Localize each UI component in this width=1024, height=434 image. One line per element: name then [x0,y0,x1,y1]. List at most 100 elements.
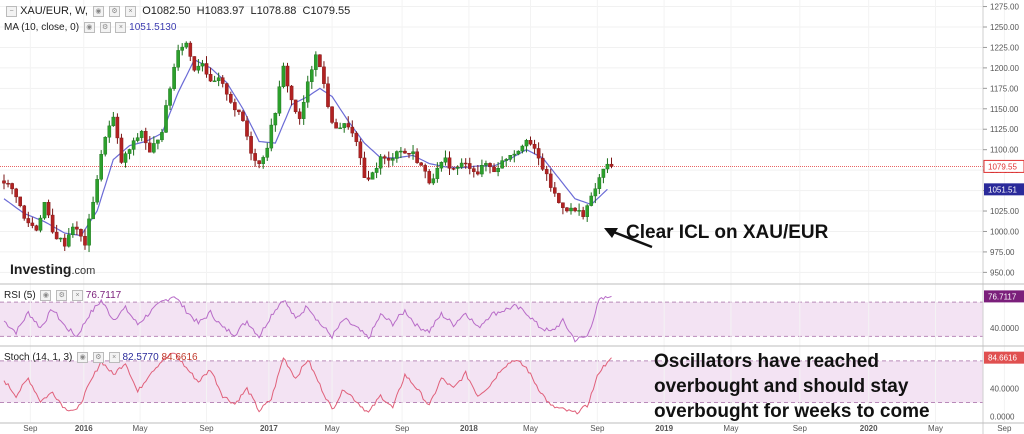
candle-body [362,157,367,178]
candle-body [87,218,91,246]
close-icon[interactable]: × [125,5,137,17]
eye-icon[interactable]: ◉ [83,22,95,33]
x-tick-label: May [523,424,538,433]
candle-body [573,207,577,212]
gear-icon[interactable]: ⚙ [92,352,104,363]
y-tick-label: 1125.00 [990,125,1019,134]
candle-body [528,140,533,145]
candle-body [439,161,444,169]
candle-body [431,178,436,184]
arrow-head-icon [604,228,618,238]
candle-body [249,136,253,154]
candle-body [91,201,95,220]
x-tick-label: 2016 [75,424,93,433]
candle-body [220,77,225,84]
candle-body [180,46,185,51]
candle-body [233,102,237,111]
stoch-last-label: 84.6616 [988,354,1017,363]
candle-body [346,123,351,128]
candle-body [6,183,10,185]
candle-body [103,137,108,155]
candle-body [208,74,213,82]
candle-body [107,125,112,138]
annotation-icl: Clear ICL on XAU/EUR [626,222,829,243]
candle-body [451,168,456,170]
stoch-header: Stoch (14, 1, 3) ◉ ⚙ × 82.5770 84.6616 [4,352,198,363]
eye-icon[interactable]: ◉ [77,352,89,363]
logo-suffix: .com [71,265,96,277]
candle-body [609,163,614,167]
candle-body [488,163,492,168]
gear-icon[interactable]: ⚙ [109,5,121,17]
candle-body [382,156,387,159]
candle-body [350,126,355,134]
candle-body [548,173,553,188]
candle-body [569,207,573,212]
ma-value: 1051.5130 [129,22,177,34]
candle-body [330,106,334,123]
stoch-band [0,360,983,403]
candle-body [366,177,371,180]
candle-body [200,63,205,67]
candle-body [544,169,549,175]
y-tick-label: 950.00 [990,268,1015,277]
candle-body [160,132,164,141]
candle-body [293,99,298,113]
close-icon[interactable]: × [115,22,127,33]
candle-body [512,153,517,156]
candle-body [508,155,513,160]
candle-body [14,188,18,198]
stoch-last-tag [984,351,1024,364]
candle-body [467,163,472,169]
candle-body [127,149,132,154]
candle-body [415,151,419,163]
collapse-icon[interactable]: − [6,5,17,17]
candle-body [391,158,395,161]
x-tick-label: May [723,424,738,433]
candle-body [463,162,468,165]
candle-body [152,143,156,153]
candle-body [228,94,233,103]
x-tick-label: Sep [590,424,605,433]
candle-body [601,168,606,178]
open-value: O1082.50 [142,5,191,17]
ma-last-label: 1051.51 [988,185,1017,194]
candle-body [516,150,521,155]
candle-body [111,116,116,127]
y-tick-label: 1100.00 [990,146,1019,155]
candle-body [261,157,266,164]
candle-body [565,207,569,212]
candle-body [427,171,432,184]
arrow-shaft [610,229,653,249]
candle-body [168,88,172,106]
candle-body [115,116,120,139]
x-tick-label: May [928,424,943,433]
candle-body [399,150,403,153]
candle-body [423,165,428,172]
x-tick-label: Sep [395,424,410,433]
close-icon[interactable]: × [72,290,84,301]
candle-body [265,147,270,158]
eye-icon[interactable]: ◉ [40,290,52,301]
logo-name: Investing [10,261,72,277]
close-icon[interactable]: × [108,352,120,363]
main-header: − XAU/EUR, W, ◉ ⚙ × O1082.50 H1083.97 L1… [4,5,350,17]
candle-body [524,140,529,147]
stoch-tick-label: 40.0000 [990,385,1019,394]
candle-body [83,236,87,246]
gear-icon[interactable]: ⚙ [99,22,111,33]
candle-body [71,226,75,235]
candle-body [257,160,261,164]
candle-body [605,163,610,170]
candle-body [403,150,407,154]
candle-body [172,66,176,89]
stoch-k-value: 82.5770 [122,352,159,364]
gear-icon[interactable]: ⚙ [56,290,68,301]
candle-body [492,166,496,173]
candle-body [95,179,99,203]
x-tick-label: 2017 [260,424,278,433]
candle-body [241,111,245,121]
candle-body [123,153,128,163]
candle-body [386,158,391,161]
eye-icon[interactable]: ◉ [92,5,104,17]
